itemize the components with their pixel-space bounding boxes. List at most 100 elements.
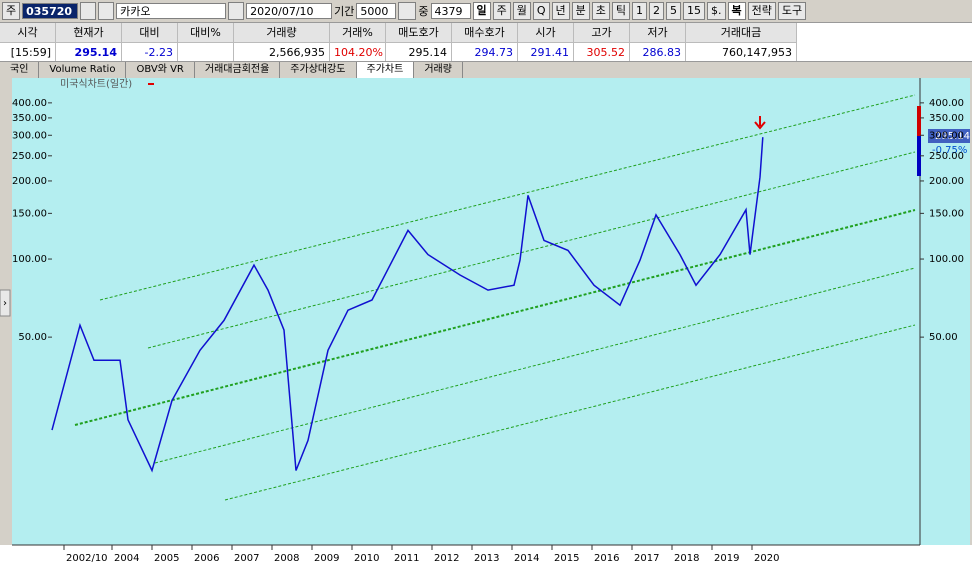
toolbar-button[interactable]: 분 (571, 2, 590, 20)
quote-value-empty (178, 43, 233, 61)
tab[interactable]: OBV와 VR (126, 62, 195, 78)
arrow-marker (754, 116, 766, 130)
toolbar-button[interactable]: 2 (649, 2, 665, 20)
price-line (51, 137, 764, 473)
tab[interactable]: 국인 (0, 62, 40, 78)
tab[interactable]: 주가차트 (356, 62, 415, 78)
quote-column: 거래% 104.20% (330, 23, 386, 61)
date-input[interactable]: 2020/07/10 (246, 3, 333, 19)
x-tick-label: 2016 (594, 553, 619, 564)
channel-lines (74, 94, 916, 501)
nav-btn[interactable] (228, 2, 245, 20)
toolbar-button[interactable]: 5 (666, 2, 682, 20)
plot-bg (12, 78, 970, 545)
quote-header: 대비% (178, 23, 233, 43)
channel-line (154, 267, 916, 464)
quote-column: 대비% (178, 23, 234, 61)
y-tick-label-right: 100.00 (929, 254, 964, 265)
quote-column: 현재가 295.14 (56, 23, 122, 61)
x-tick-label: 2020 (754, 553, 779, 564)
quote-value: 294.73 (474, 46, 514, 59)
toolbar-button[interactable]: Q (532, 2, 550, 20)
x-tick-label: 2006 (194, 553, 219, 564)
side-button[interactable] (0, 289, 11, 317)
quote-column: 저가 286.83 (630, 23, 686, 61)
quote-column: 시각 [15:59] (0, 23, 56, 61)
toolbar-button[interactable]: 1 (632, 2, 648, 20)
period-input[interactable]: 5000 (356, 3, 397, 19)
icon-btn[interactable] (80, 2, 97, 20)
y-tick-label: 300.00 (12, 130, 47, 141)
toolbar-button[interactable]: 복 (727, 2, 746, 20)
quote-column: 시가 291.41 (518, 23, 574, 61)
price-bar-red (917, 106, 921, 136)
quote-column: 거래량 2,566,935 (234, 23, 330, 61)
x-tick-label: 2017 (634, 553, 659, 564)
x-tick-label: 2004 (114, 553, 139, 564)
code-input[interactable]: 035720 (22, 3, 79, 19)
tab[interactable]: 주가상대강도 (280, 62, 357, 78)
x-tick-label: 2007 (234, 553, 259, 564)
toolbar-button[interactable]: 초 (591, 2, 610, 20)
mid-input[interactable]: 4379 (430, 3, 471, 19)
tab[interactable]: Volume Ratio (39, 62, 127, 78)
mid-label: 중 (418, 5, 429, 18)
y-tick-label-right: 300.00 (929, 130, 964, 141)
x-tick-label: 2010 (354, 553, 379, 564)
toolbar-button[interactable]: $. (707, 2, 726, 20)
y-tick-label: 50.00 (18, 332, 47, 343)
y-tick-label: 150.00 (12, 208, 47, 219)
quote-header: 현재가 (56, 23, 121, 43)
quote-value: 305.52 (586, 46, 626, 59)
toolbar-button[interactable]: 전략 (747, 2, 776, 20)
quote-value: 2,566,935 (269, 46, 325, 59)
tabs: 국인 Volume Ratio OBV와 VR 거래대금회전율 주가상대강도 주가차트 거래… (0, 62, 972, 78)
tab[interactable]: 거래량 (414, 62, 463, 78)
toolbar-button[interactable]: 도구 (777, 2, 807, 20)
last-price: 295.14 (935, 131, 970, 142)
toolbar-button[interactable]: 일 (472, 2, 491, 20)
x-tick-label: 2008 (274, 553, 299, 564)
x-tick-label: 2002/10 (66, 553, 108, 564)
quote-header: 거래% (330, 23, 385, 43)
x-tick-label: 2014 (514, 553, 539, 564)
x-tick-label: 2009 (314, 553, 339, 564)
channel-line (99, 94, 916, 301)
y-tick-label-right: 350.00 (929, 113, 964, 124)
y-tick-label-right: 250.00 (929, 151, 964, 162)
y-tick-label-right: 150.00 (929, 208, 964, 219)
name-input[interactable]: 카카오 (116, 3, 227, 19)
icon-btn[interactable] (98, 2, 115, 20)
quote-value: -2.23 (144, 46, 173, 59)
toolbar-button[interactable]: 15 (683, 2, 706, 20)
quote-header: 시가 (518, 23, 573, 43)
quote-header: 저가 (630, 23, 685, 43)
channel-line (224, 324, 916, 501)
toolbar-button[interactable]: 월 (512, 2, 531, 20)
toolbar-button[interactable]: 년 (551, 2, 570, 20)
toolbar-button[interactable]: 틱 (611, 2, 631, 20)
y-tick-label-right: 50.00 (929, 332, 958, 343)
tab[interactable]: 거래대금회전율 (195, 62, 281, 78)
toolbar-button[interactable]: 주 (492, 2, 511, 20)
last-price-box (928, 129, 970, 143)
price-bar-blue (917, 136, 921, 176)
quote-value: 291.41 (530, 46, 570, 59)
icon-btn[interactable] (398, 2, 417, 20)
market-label[interactable]: 주 (2, 2, 21, 20)
toolbar: 주 035720 카카오 2020/07/10 기간 5000 중 4379 일 주 월 Q 년 분 초 틱 1… (0, 0, 972, 22)
y-tick-label-right: 200.00 (929, 176, 964, 187)
y-tick-label: 200.00 (12, 176, 47, 187)
quote-table: 시각 [15:59] 현재가 295.14 대비 -2.23 대비% 거래량 2,566,935… (0, 22, 972, 62)
quote-value: [15:59] (10, 46, 51, 59)
chart-title: 미국식차트(일간) (60, 78, 132, 90)
x-tick-label: 2018 (674, 553, 699, 564)
x-tick-label: 2015 (554, 553, 579, 564)
quote-value: 295.14 (408, 46, 448, 59)
x-tick-label: 2011 (394, 553, 419, 564)
quote-value: 760,147,953 (722, 46, 792, 59)
quote-value: 295.14 (74, 46, 117, 59)
y-tick-label: 250.00 (12, 151, 47, 162)
quote-header: 시각 (0, 23, 55, 43)
